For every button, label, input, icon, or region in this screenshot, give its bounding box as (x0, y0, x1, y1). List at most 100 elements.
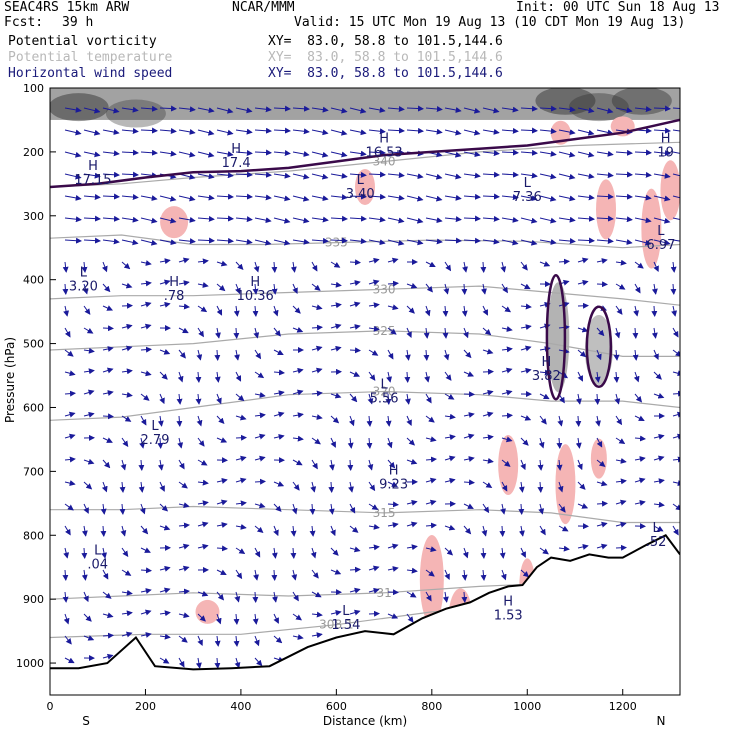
wind-vector (102, 437, 113, 443)
wind-vector (425, 569, 435, 577)
wind-vector (83, 172, 101, 179)
wind-vector (102, 653, 114, 660)
wind-vector (83, 458, 95, 465)
wind-vector (501, 171, 519, 178)
wind-vector (253, 635, 260, 647)
extremum-value-label: .78 (164, 289, 185, 304)
wind-vector (367, 459, 374, 471)
wind-vector (501, 305, 512, 313)
wind-vector (406, 544, 418, 551)
x-tick-label: 600 (326, 700, 347, 713)
wind-vector (368, 349, 379, 356)
wind-vector (64, 370, 76, 377)
pv-shade-blob (50, 93, 109, 122)
wind-vector (140, 370, 152, 377)
wind-vector (348, 481, 354, 493)
theta-contour-label: 31 (376, 586, 391, 600)
wind-vector (482, 503, 490, 514)
wind-vector (177, 371, 184, 383)
wind-vector (102, 367, 114, 374)
wind-vector (444, 455, 456, 462)
pink-region (550, 120, 571, 145)
wind-vector (216, 172, 234, 179)
wind-vector (216, 522, 228, 528)
wind-vector (195, 371, 202, 383)
wind-vector (273, 503, 282, 512)
wind-vector (271, 569, 278, 581)
wind-vector (216, 499, 228, 506)
wind-vector (311, 106, 329, 113)
wind-vector (216, 415, 225, 425)
wind-vector (653, 217, 671, 224)
wind-vector (672, 239, 680, 242)
wind-vector (216, 283, 226, 292)
wind-vector (83, 305, 91, 315)
wind-vector (311, 611, 323, 618)
wind-vector (482, 457, 494, 464)
wind-vector (577, 371, 583, 382)
wind-vector (121, 569, 132, 576)
wind-vector (157, 459, 164, 471)
wind-vector (518, 525, 525, 537)
y-tick-label: 1000 (16, 657, 44, 670)
wind-vector (520, 127, 538, 134)
wind-vector (64, 390, 76, 397)
wind-vector (501, 326, 513, 332)
wind-vector (138, 459, 145, 471)
wind-vector (425, 195, 443, 202)
wind-vector (595, 415, 601, 427)
axes: 100 200 300 400 500 600 700 800 900 1000 0 200 400 60… (16, 82, 637, 713)
wind-vector (271, 591, 278, 603)
wind-vector (596, 480, 608, 487)
wind-vector (140, 393, 150, 401)
wind-vector (368, 481, 376, 492)
wind-vector (349, 324, 361, 330)
wind-vector (672, 151, 680, 154)
wind-vector (292, 105, 310, 112)
wind-vector (499, 547, 506, 559)
theta-contour-label: 308.1 (319, 618, 353, 632)
wind-vector (83, 151, 101, 158)
wind-vector (349, 503, 356, 514)
pink-region (660, 160, 680, 221)
wind-vector (197, 215, 215, 222)
wind-vector (178, 238, 196, 245)
extremum-value-label: 17.4 (222, 156, 251, 171)
wind-vector (216, 393, 222, 405)
wind-vector (63, 547, 70, 559)
header-init: Init: 00 UTC Sun 18 Aug 13 (516, 0, 720, 15)
wind-vector (121, 282, 133, 289)
wind-vector (139, 437, 145, 449)
y-tick-label: 400 (23, 274, 44, 287)
wind-vector (653, 349, 659, 361)
extremum-value-label: 17.15 (74, 173, 111, 188)
wind-vector (102, 346, 114, 352)
wind-vector (197, 635, 203, 647)
wind-vector (501, 346, 513, 353)
wind-vector (653, 371, 662, 380)
wind-vector (254, 106, 272, 113)
wind-vector (596, 349, 602, 361)
wind-vector (273, 525, 279, 537)
wind-vector (216, 545, 228, 552)
wind-vector (577, 279, 589, 286)
extremum-kind-label: L (380, 377, 388, 392)
extremum-value-label: 1.53 (494, 609, 523, 624)
header-fcst-value: 39 h (62, 15, 94, 30)
extremum-kind-label: H (379, 131, 389, 146)
wind-vector (444, 393, 455, 400)
pv-contours (50, 118, 680, 401)
wind-vector (387, 543, 399, 550)
wind-vector (216, 477, 228, 484)
wind-vector (273, 150, 291, 157)
wind-vector (253, 327, 260, 339)
wind-vector (634, 261, 644, 269)
wind-vector (139, 503, 146, 515)
wind-vector (366, 437, 373, 449)
wind-vector (121, 415, 132, 422)
wind-vector (577, 173, 595, 180)
wind-vector (653, 239, 671, 246)
wind-vector (157, 437, 164, 449)
wind-vector (140, 105, 158, 112)
wind-vector (404, 393, 411, 405)
